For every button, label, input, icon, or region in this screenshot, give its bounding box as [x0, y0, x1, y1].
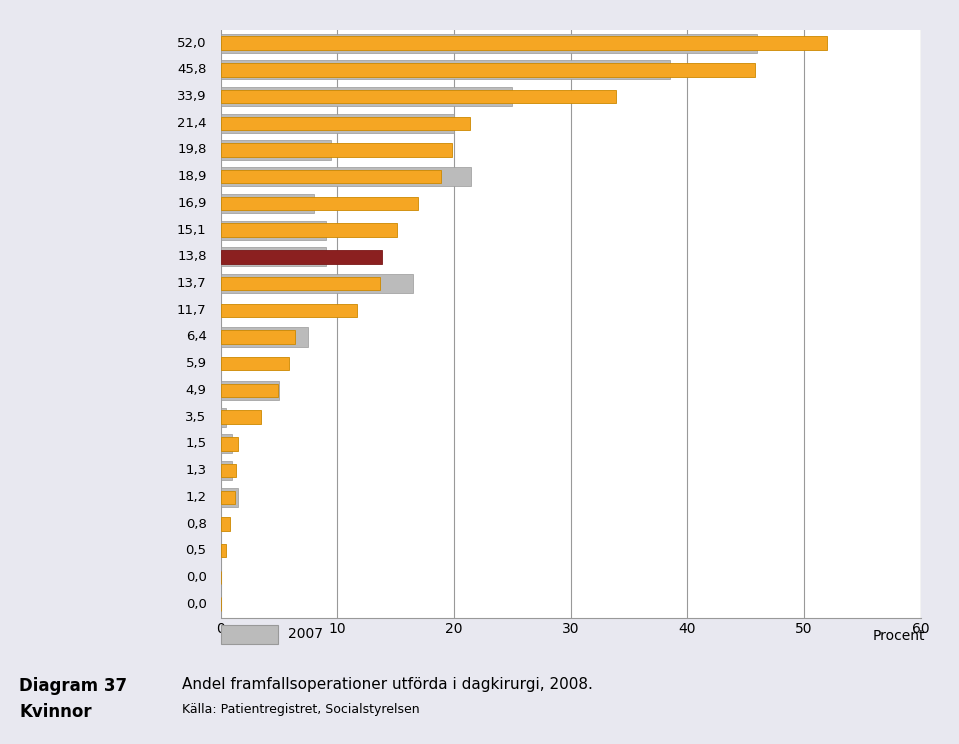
Text: Kvinnor: Kvinnor — [19, 703, 92, 721]
Text: 13,8: 13,8 — [177, 250, 206, 263]
Text: 0,5: 0,5 — [186, 544, 206, 557]
Bar — [221, 250, 382, 263]
Text: 16,9: 16,9 — [177, 197, 206, 210]
Bar — [221, 464, 236, 477]
Text: 52,0: 52,0 — [177, 36, 206, 50]
Bar — [221, 141, 332, 160]
Text: 0,8: 0,8 — [186, 518, 206, 530]
Bar — [221, 304, 357, 317]
Bar — [221, 517, 230, 530]
Bar — [221, 36, 828, 50]
Text: 4,9: 4,9 — [186, 384, 206, 397]
Text: 45,8: 45,8 — [177, 63, 206, 77]
Text: 1,3: 1,3 — [185, 464, 206, 477]
Bar — [221, 193, 314, 213]
Text: 21,4: 21,4 — [177, 117, 206, 129]
Text: 33,9: 33,9 — [177, 90, 206, 103]
Bar — [221, 357, 290, 371]
Text: 19,8: 19,8 — [177, 144, 206, 156]
Text: 5,9: 5,9 — [186, 357, 206, 371]
Text: 15,1: 15,1 — [177, 224, 206, 237]
Bar — [221, 90, 616, 103]
Bar — [221, 170, 441, 183]
Bar — [221, 461, 232, 480]
Text: Procent: Procent — [873, 629, 925, 643]
Bar — [221, 33, 758, 53]
Bar — [221, 434, 232, 454]
Bar — [221, 87, 512, 106]
Bar — [221, 327, 308, 347]
Text: 1,5: 1,5 — [185, 437, 206, 450]
Bar — [221, 544, 226, 557]
Bar — [221, 117, 470, 130]
Bar — [221, 384, 278, 397]
Text: 0,0: 0,0 — [186, 571, 206, 584]
Text: Källa: Patientregistret, Socialstyrelsen: Källa: Patientregistret, Socialstyrelsen — [182, 703, 420, 716]
Bar — [221, 223, 397, 237]
Bar — [221, 144, 452, 157]
Bar — [221, 63, 755, 77]
Text: 2007: 2007 — [288, 627, 322, 641]
Bar — [221, 411, 262, 424]
Bar — [221, 437, 238, 451]
Text: 1,2: 1,2 — [185, 491, 206, 504]
Text: Diagram 37: Diagram 37 — [19, 677, 128, 695]
Bar — [221, 274, 413, 293]
Text: 6,4: 6,4 — [186, 330, 206, 344]
Text: 13,7: 13,7 — [177, 277, 206, 290]
Bar — [221, 381, 279, 400]
Bar — [221, 196, 418, 210]
Bar — [221, 220, 326, 240]
Bar — [221, 490, 235, 504]
Bar — [221, 330, 295, 344]
Text: 11,7: 11,7 — [177, 304, 206, 317]
Bar — [221, 408, 226, 427]
Text: 18,9: 18,9 — [177, 170, 206, 183]
Text: Andel framfallsoperationer utförda i dagkirurgi, 2008.: Andel framfallsoperationer utförda i dag… — [182, 677, 593, 692]
Bar — [221, 487, 238, 507]
Bar — [221, 167, 472, 186]
Bar — [221, 114, 454, 133]
Bar — [221, 247, 326, 266]
Bar — [221, 277, 381, 290]
Text: 0,0: 0,0 — [186, 597, 206, 611]
Text: 3,5: 3,5 — [185, 411, 206, 423]
Bar — [221, 60, 669, 80]
